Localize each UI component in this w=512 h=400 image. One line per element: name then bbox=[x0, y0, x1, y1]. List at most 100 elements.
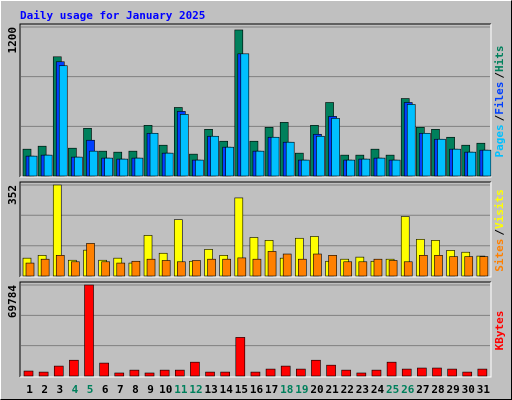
bar bbox=[89, 150, 98, 177]
bar bbox=[101, 261, 110, 277]
bar bbox=[71, 261, 80, 277]
bar bbox=[267, 251, 277, 277]
x-tick-label: 16 bbox=[250, 383, 264, 396]
x-tick-label: 18 bbox=[280, 383, 293, 396]
bar bbox=[134, 157, 144, 177]
x-tick-label: 24 bbox=[371, 383, 385, 396]
legend-entry: Pages bbox=[493, 124, 506, 157]
bar bbox=[282, 253, 292, 277]
bar bbox=[452, 148, 461, 177]
chart-title: Daily usage for January 2025 bbox=[20, 9, 205, 22]
bar bbox=[391, 159, 401, 177]
panel-border-light bbox=[20, 282, 492, 378]
x-tick-label: 10 bbox=[159, 383, 172, 396]
bar bbox=[38, 371, 49, 377]
x-tick-label: 27 bbox=[416, 383, 429, 396]
y-tick-label: 352 bbox=[6, 185, 19, 205]
bar bbox=[417, 367, 427, 377]
bar bbox=[386, 361, 397, 377]
bar bbox=[58, 65, 68, 177]
bar bbox=[328, 255, 337, 277]
bar bbox=[373, 258, 383, 277]
bar bbox=[131, 260, 141, 277]
bar bbox=[358, 261, 368, 277]
bar bbox=[84, 284, 94, 377]
bar bbox=[326, 364, 336, 377]
legend-entry: KBytes bbox=[493, 311, 506, 351]
bar bbox=[55, 255, 65, 277]
bar bbox=[195, 159, 204, 177]
bar bbox=[285, 141, 295, 177]
bar bbox=[449, 256, 458, 277]
bar bbox=[434, 255, 443, 277]
bar bbox=[331, 118, 340, 177]
panel-border-light bbox=[20, 182, 492, 278]
bar bbox=[179, 114, 189, 177]
bar bbox=[361, 158, 371, 177]
x-tick-label: 4 bbox=[72, 383, 79, 396]
bar bbox=[176, 261, 186, 277]
x-tick-label: 8 bbox=[132, 383, 139, 396]
panel-border-dark bbox=[19, 281, 491, 377]
x-tick-label: 30 bbox=[462, 383, 475, 396]
bar bbox=[346, 159, 356, 177]
bar bbox=[240, 53, 250, 177]
legend-separator: / bbox=[493, 72, 506, 79]
bar bbox=[265, 368, 276, 377]
bar bbox=[316, 135, 325, 177]
bar bbox=[311, 359, 321, 377]
x-tick-label: 14 bbox=[220, 383, 234, 396]
bar bbox=[270, 136, 280, 177]
bar bbox=[220, 371, 230, 377]
legend-separator: / bbox=[493, 114, 506, 121]
bar bbox=[99, 362, 109, 377]
x-tick-label: 20 bbox=[310, 383, 323, 396]
bar bbox=[419, 255, 428, 277]
bar bbox=[280, 365, 291, 377]
bar bbox=[86, 243, 95, 277]
x-tick-label: 19 bbox=[295, 383, 308, 396]
x-tick-label: 23 bbox=[356, 383, 369, 396]
bar bbox=[119, 158, 129, 177]
x-tick-label: 12 bbox=[189, 383, 202, 396]
bar bbox=[376, 157, 386, 177]
bar bbox=[479, 256, 489, 277]
bar bbox=[161, 260, 171, 277]
bar bbox=[28, 155, 38, 177]
bar bbox=[301, 159, 310, 177]
x-tick-label: 17 bbox=[265, 383, 278, 396]
x-tick-label: 7 bbox=[117, 383, 124, 396]
bar bbox=[462, 371, 473, 377]
legend: KBytes bbox=[493, 311, 506, 351]
x-tick-label: 25 bbox=[386, 383, 399, 396]
bar bbox=[371, 369, 382, 377]
bar bbox=[74, 156, 83, 177]
bar bbox=[341, 369, 352, 377]
bar bbox=[205, 371, 215, 377]
bar bbox=[116, 262, 126, 277]
legend-entry: Visits bbox=[493, 189, 506, 229]
bar bbox=[23, 370, 34, 377]
legend: Pages/Files/Hits bbox=[493, 46, 506, 158]
panel bbox=[20, 282, 491, 377]
bar bbox=[252, 258, 262, 277]
bar bbox=[422, 132, 431, 177]
bar bbox=[343, 261, 353, 277]
bar bbox=[403, 261, 413, 277]
x-tick-label: 28 bbox=[431, 383, 444, 396]
bar bbox=[190, 361, 200, 377]
x-tick-label: 15 bbox=[235, 383, 248, 396]
y-tick-label: 1200 bbox=[6, 27, 19, 54]
bar bbox=[159, 369, 170, 377]
bar bbox=[149, 132, 159, 177]
panel-border-dark bbox=[19, 23, 491, 177]
bar bbox=[174, 369, 185, 377]
bar bbox=[129, 369, 140, 377]
x-tick-label: 29 bbox=[447, 383, 460, 396]
bar bbox=[467, 151, 477, 177]
bar bbox=[53, 365, 64, 377]
bar bbox=[447, 368, 457, 377]
bar bbox=[313, 253, 322, 277]
